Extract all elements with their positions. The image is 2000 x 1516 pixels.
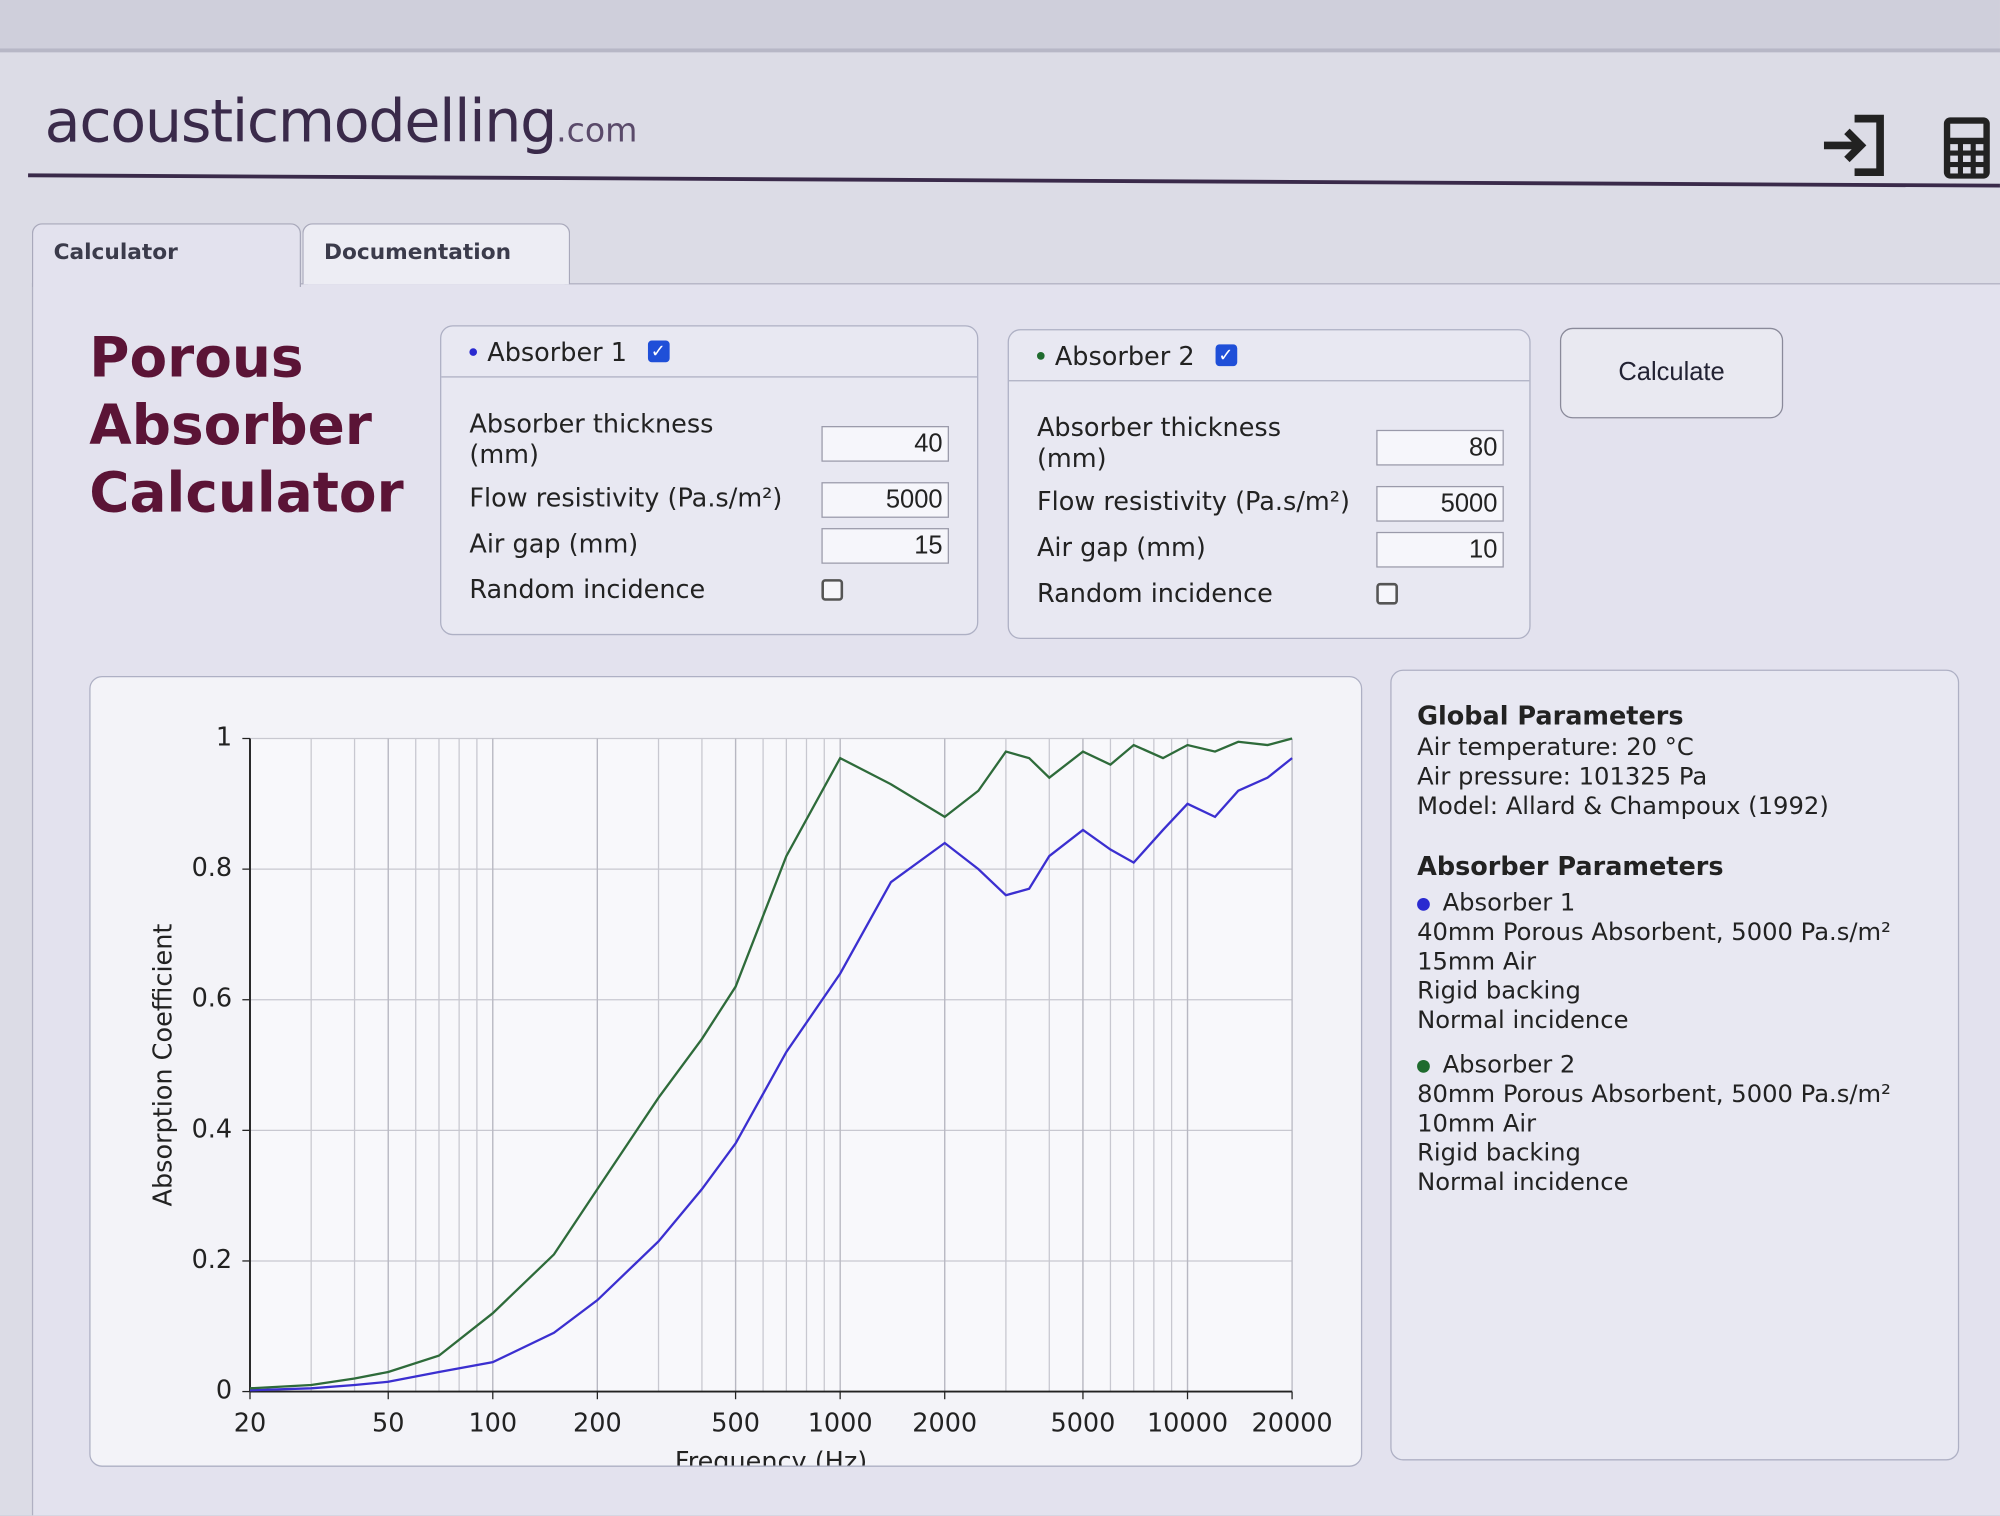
field-input[interactable]: 15: [821, 528, 949, 564]
field-label: Absorber thickness (mm): [1036, 411, 1282, 474]
panel-title: Absorber 2: [1054, 339, 1195, 371]
tab[interactable]: Calculator: [31, 223, 302, 287]
summary-line: Normal incidence: [1417, 1006, 1629, 1035]
calculate-button[interactable]: Calculate: [1559, 327, 1784, 419]
y-tick-label: 0.8: [192, 853, 233, 883]
checkbox[interactable]: ✓: [647, 340, 670, 363]
header-rule: [28, 173, 2000, 188]
logo[interactable]: acousticmodelling.com: [45, 87, 638, 156]
chart-panel: 0 0.2 0.4 0.6 0.8 1 20 50 100 200 500 1000 2000 5000 1…: [89, 676, 1363, 1477]
summary-absorber: Absorber 1: [1417, 889, 1932, 918]
field-input[interactable]: 10: [1376, 531, 1504, 568]
summary-line: Air temperature: 20 °C: [1417, 733, 1694, 762]
data-line: [249, 737, 1293, 1390]
summary-absorber: Absorber 2: [1417, 1051, 1932, 1080]
x-tick-label: 1000: [808, 1409, 873, 1439]
summary-line: 80mm Porous Absorbent, 5000 Pa.s/m²: [1417, 1080, 1891, 1109]
absorber-panel: Absorber 2 ✓ Absorber thickness (mm) 80 Flow…: [1007, 329, 1531, 640]
tab[interactable]: Documentation: [302, 223, 571, 285]
field-label: Air gap (mm): [1036, 531, 1206, 563]
y-tick-label: 0.4: [192, 1114, 233, 1144]
section-title: Global Parameters: [1417, 700, 1684, 731]
x-tick-label: 5000: [1050, 1409, 1115, 1439]
x-tick-label: 20: [234, 1409, 266, 1439]
field-label: Flow resistivity (Pa.s/m²): [469, 482, 783, 513]
login-icon[interactable]: [1821, 112, 1887, 178]
field-input[interactable]: 5000: [1376, 485, 1504, 522]
summary-line: Normal incidence: [1417, 1168, 1629, 1197]
x-tick-label: 20000: [1252, 1409, 1333, 1439]
field-label: Absorber thickness (mm): [469, 408, 714, 470]
panel-header: Absorber 1 ✓: [441, 327, 978, 378]
y-tick-label: 0.6: [192, 984, 233, 1014]
page-title: Porous Absorber Calculator: [89, 326, 404, 526]
summary-line: Model: Allard & Champoux (1992): [1417, 792, 1829, 821]
summary-line: 15mm Air: [1417, 947, 1537, 976]
field-input[interactable]: 80: [1376, 429, 1504, 466]
panel-header: Absorber 2 ✓: [1008, 330, 1530, 382]
summary-line: 40mm Porous Absorbent, 5000 Pa.s/m²: [1417, 918, 1891, 947]
summary-line: Rigid backing: [1417, 977, 1581, 1006]
logo-text: acousticmodelling: [44, 86, 558, 156]
top-bar: [0, 0, 2000, 53]
summary-panel: Global Parameters Air temperature: 20 °C…: [1390, 669, 1960, 1461]
absorber-summary: Absorber 1 40mm Porous Absorbent, 5000 Pa…: [1417, 889, 1932, 1198]
section-title: Absorber Parameters: [1417, 850, 1724, 882]
bullet: [1036, 351, 1045, 360]
calculator-icon[interactable]: [1941, 115, 1992, 181]
bullet: [1417, 897, 1430, 911]
checkbox[interactable]: ✓: [1214, 344, 1237, 367]
y-axis-label: Absorption Coefficient: [149, 924, 179, 1207]
x-tick-label: 100: [468, 1409, 517, 1439]
checkbox[interactable]: [1376, 582, 1398, 605]
summary-line: 10mm Air: [1417, 1109, 1537, 1138]
absorber-panel: Absorber 1 ✓ Absorber thickness (mm) 40 Flow…: [440, 325, 979, 636]
summary-line: Rigid backing: [1417, 1139, 1581, 1168]
summary-line: Air pressure: 101325 Pa: [1417, 762, 1708, 791]
bullet: [1417, 1059, 1430, 1073]
x-tick-label: 500: [711, 1409, 760, 1439]
panel-title: Absorber 1: [487, 336, 627, 367]
logo-suffix: .com: [556, 112, 638, 151]
field-input[interactable]: 5000: [821, 482, 949, 518]
x-axis-label: Frequency (Hz): [675, 1447, 867, 1466]
absorber-name: Absorber 2: [1442, 1051, 1576, 1080]
x-tick-label: 200: [573, 1409, 622, 1439]
data-line: [249, 757, 1293, 1392]
y-tick-label: 0.2: [192, 1245, 233, 1275]
field-input[interactable]: 40: [821, 426, 949, 462]
y-tick-label: 1: [216, 723, 232, 753]
field-label: Air gap (mm): [469, 528, 639, 559]
field-label: Random incidence: [1036, 577, 1273, 609]
field-label: Random incidence: [469, 573, 706, 605]
absorber-name: Absorber 1: [1442, 889, 1576, 918]
x-tick-label: 50: [372, 1409, 404, 1439]
x-tick-label: 2000: [912, 1409, 977, 1439]
bullet: [469, 347, 478, 356]
checkbox[interactable]: [821, 579, 844, 601]
field-label: Flow resistivity (Pa.s/m²): [1036, 485, 1350, 517]
y-tick-label: 0: [216, 1376, 232, 1406]
x-tick-label: 10000: [1147, 1409, 1228, 1439]
global-lines: Air temperature: 20 °C Air pressure: 1013…: [1417, 733, 1932, 821]
chart: 0 0.2 0.4 0.6 0.8 1 20 50 100 200 500 1000 2000 5000 1…: [149, 723, 1333, 1477]
plot-area: [249, 738, 1293, 1392]
